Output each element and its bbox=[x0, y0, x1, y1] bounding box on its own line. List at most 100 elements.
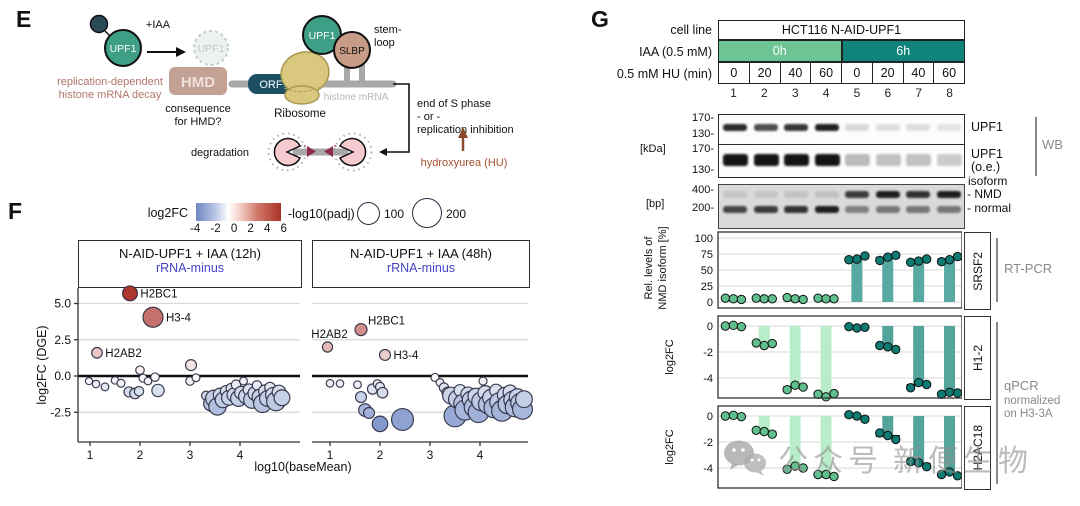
replicate-dot bbox=[883, 252, 893, 262]
scatter-point bbox=[121, 285, 139, 302]
gel-band-normal bbox=[936, 206, 961, 213]
scatter-plots: 1 2 3 4 5.0 2.5 0.0 -2.5 H2BC1 H3-4 H2AB2 1 2 3 4 H2BC1… bbox=[35, 285, 533, 474]
point-label: H3-4 bbox=[166, 312, 192, 324]
scatter-point bbox=[151, 383, 165, 398]
gel-band-normal bbox=[845, 206, 869, 213]
replicate-dot bbox=[782, 385, 792, 395]
watermark-brand: 新便生物 bbox=[893, 445, 1033, 478]
stem-loop-label-2: loop bbox=[374, 37, 395, 49]
replicate-dot bbox=[852, 411, 862, 421]
replicate-dot bbox=[813, 389, 823, 399]
lane-number: 3 bbox=[791, 85, 799, 100]
h1-2-chart: 0 -2 -4 bbox=[703, 315, 962, 402]
mean-bar bbox=[944, 416, 956, 475]
y-tick-label: -2 bbox=[703, 437, 713, 449]
gel-band-nmd bbox=[814, 191, 839, 198]
scatter-point bbox=[84, 376, 94, 386]
lane-number: 2 bbox=[760, 85, 768, 100]
row-label-hu: 0.5 mM HU (min) bbox=[616, 67, 712, 81]
replicate-dot bbox=[936, 256, 947, 267]
replication-caption-2: histone mRNA decay bbox=[59, 89, 162, 101]
lane-number: 6 bbox=[884, 85, 892, 100]
x-axis-title: log10(baseMean) bbox=[254, 460, 351, 474]
mean-bar bbox=[882, 326, 894, 348]
watermark-text: 公众号 bbox=[778, 445, 883, 478]
wb-band bbox=[753, 154, 779, 166]
replicate-dot bbox=[905, 383, 916, 393]
point-label: H3-4 bbox=[393, 350, 419, 362]
gene-box-srsf2: SRSF2 bbox=[964, 232, 991, 310]
srsf2-chart: 0 25 50 75 100 bbox=[695, 231, 962, 309]
facet-title-48h: N-AID-UPF1 + IAA (48h) bbox=[350, 246, 492, 261]
replicate-dot bbox=[944, 387, 955, 398]
point-label: H2AB2 bbox=[105, 348, 141, 360]
upf1-depleted-circle bbox=[193, 30, 229, 66]
wb-band bbox=[936, 154, 962, 166]
panel-f-label: F bbox=[8, 198, 23, 224]
lane-number: 8 bbox=[946, 85, 953, 100]
upf1-circle bbox=[104, 29, 142, 67]
size-legend-value-large: 200 bbox=[446, 207, 467, 221]
replicate-dot bbox=[782, 292, 792, 303]
y-tick-label: 0 bbox=[707, 297, 713, 309]
replicate-dot bbox=[798, 463, 808, 473]
wb-method-label: WB bbox=[1042, 137, 1063, 152]
x-tick-label: 3 bbox=[187, 448, 194, 462]
replicate-dot bbox=[798, 382, 808, 392]
x-tick-label: 4 bbox=[237, 448, 244, 462]
consequence-caption-2: for HMD? bbox=[174, 116, 221, 128]
mean-bar bbox=[789, 326, 801, 388]
replicate-dot bbox=[767, 429, 777, 439]
scatter-point bbox=[335, 379, 345, 388]
y-tick-label: 50 bbox=[701, 265, 713, 277]
y-tick-label: -2.5 bbox=[50, 405, 71, 419]
mean-bar bbox=[758, 416, 770, 433]
gel-band-normal bbox=[814, 206, 839, 213]
replicate-dot bbox=[936, 389, 947, 399]
scatter-point bbox=[135, 365, 145, 376]
size-legend-circle-small bbox=[357, 202, 380, 225]
scatter-point bbox=[478, 376, 488, 386]
y-tick-label: 75 bbox=[701, 249, 713, 261]
gel-band-nmd bbox=[784, 191, 808, 198]
replicate-dot bbox=[829, 294, 839, 304]
replicate-dot bbox=[844, 410, 854, 420]
replicate-dot bbox=[767, 338, 777, 349]
replicate-dot bbox=[860, 251, 870, 261]
replicate-dot bbox=[952, 388, 962, 398]
hu-cell: 0 bbox=[719, 63, 750, 83]
replicate-dot bbox=[821, 294, 831, 304]
iaa-cell-0h: 0h bbox=[718, 40, 842, 62]
wb-bracket bbox=[1035, 117, 1037, 176]
hydroxyurea-label: hydroxyurea (HU) bbox=[421, 157, 508, 169]
scatter-point bbox=[91, 379, 101, 389]
scatter-point bbox=[378, 348, 392, 362]
lane-number-row: 1 2 3 4 5 6 7 8 bbox=[718, 84, 965, 101]
facet-subtitle-12h: rRNA-minus bbox=[155, 261, 225, 275]
ribosome-cleft bbox=[283, 85, 323, 93]
replicate-dot bbox=[720, 411, 731, 421]
exonuclease-pacman-right bbox=[338, 137, 367, 167]
scatter-point bbox=[142, 306, 164, 328]
size-legend-value-small: 100 bbox=[384, 207, 405, 221]
replicate-dot bbox=[829, 471, 839, 482]
degradation-halo-right bbox=[333, 132, 373, 172]
x-tick-label: 1 bbox=[87, 448, 94, 462]
replicate-dot bbox=[751, 293, 761, 303]
color-legend-tick: 0 bbox=[230, 223, 238, 235]
scatter-point bbox=[354, 390, 368, 404]
scatter-point bbox=[362, 406, 376, 420]
orf-label: ORF bbox=[259, 79, 283, 91]
scatter-point bbox=[133, 385, 145, 397]
consequence-caption-1: consequence bbox=[165, 103, 230, 115]
x-tick-label: 2 bbox=[377, 448, 384, 462]
wb-band bbox=[814, 154, 840, 166]
replicate-dot bbox=[759, 426, 769, 437]
kda-marker-130-bottom: 130- bbox=[691, 164, 714, 176]
chart-border bbox=[717, 315, 962, 399]
wb-band bbox=[875, 124, 900, 131]
replicate-dot bbox=[767, 294, 777, 304]
hu-cell: 20 bbox=[750, 63, 781, 83]
isoform-label: isoform bbox=[968, 174, 1008, 188]
